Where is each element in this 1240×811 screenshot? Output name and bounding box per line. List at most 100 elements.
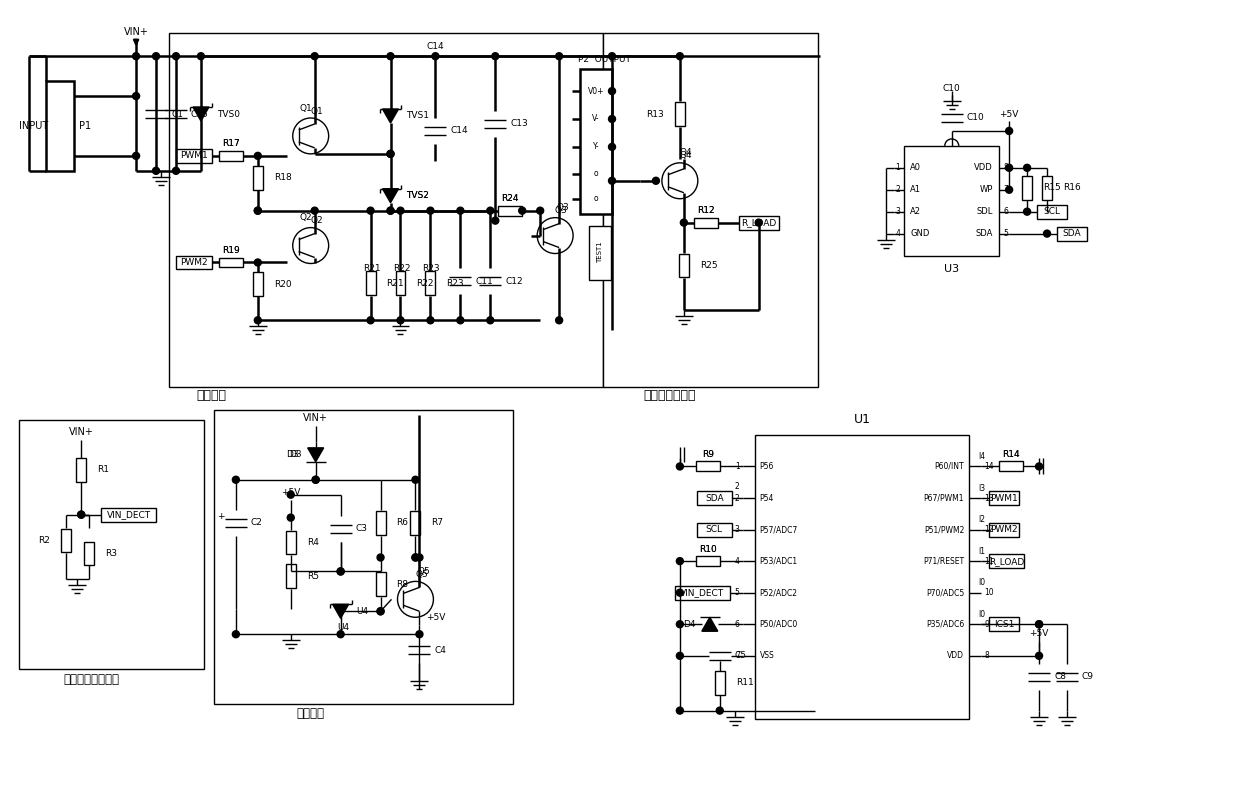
Text: Q4: Q4 <box>680 148 692 157</box>
Circle shape <box>337 631 345 637</box>
Text: R16: R16 <box>1063 183 1081 192</box>
Bar <box>697 491 732 505</box>
Text: 2: 2 <box>735 482 740 491</box>
Text: +: + <box>217 512 224 521</box>
Text: 12: 12 <box>985 525 993 534</box>
Circle shape <box>232 631 239 637</box>
Polygon shape <box>193 107 208 121</box>
Circle shape <box>609 144 615 150</box>
Text: o: o <box>594 169 599 178</box>
Circle shape <box>311 53 319 60</box>
Bar <box>580 69 613 213</box>
Text: Q4: Q4 <box>680 152 692 161</box>
Text: 3: 3 <box>735 525 740 534</box>
Circle shape <box>609 178 615 184</box>
Bar <box>61 529 71 552</box>
Text: P56: P56 <box>760 462 774 471</box>
Text: VIN_DECT: VIN_DECT <box>107 510 151 519</box>
Circle shape <box>172 53 180 60</box>
Text: 14: 14 <box>985 462 993 471</box>
Text: VIN+: VIN+ <box>68 427 94 437</box>
Circle shape <box>254 259 262 266</box>
Text: 1: 1 <box>895 163 900 172</box>
Text: 供电单元: 供电单元 <box>296 707 325 720</box>
Circle shape <box>367 317 374 324</box>
Circle shape <box>415 554 423 561</box>
Text: 2: 2 <box>895 185 900 195</box>
Bar <box>696 461 719 471</box>
Text: 2: 2 <box>735 494 740 503</box>
Text: I2: I2 <box>978 515 986 524</box>
Text: R12: R12 <box>697 206 714 215</box>
Text: Q1: Q1 <box>310 106 324 115</box>
Bar <box>376 573 386 596</box>
Text: R2: R2 <box>38 536 51 545</box>
Text: R7: R7 <box>432 518 444 527</box>
Circle shape <box>153 167 160 174</box>
Text: C15: C15 <box>191 109 208 118</box>
Text: C8: C8 <box>1054 672 1066 681</box>
Text: Q5: Q5 <box>415 570 428 579</box>
Circle shape <box>288 491 294 498</box>
Text: I3: I3 <box>978 483 986 492</box>
Text: I1: I1 <box>978 547 986 556</box>
Bar <box>215 410 513 704</box>
Circle shape <box>676 558 683 564</box>
Text: U3: U3 <box>944 264 960 274</box>
Text: SDA: SDA <box>1063 229 1081 238</box>
Text: TVS0: TVS0 <box>217 109 239 118</box>
Circle shape <box>415 631 423 637</box>
Text: 7: 7 <box>735 651 740 660</box>
Text: R21: R21 <box>363 264 381 273</box>
Circle shape <box>1044 230 1050 237</box>
Text: SDL: SDL <box>977 207 993 217</box>
Text: R24: R24 <box>501 194 520 204</box>
Circle shape <box>556 317 563 324</box>
Circle shape <box>254 207 262 214</box>
Text: +5V: +5V <box>999 109 1019 118</box>
Bar <box>102 508 156 521</box>
Text: R21: R21 <box>387 279 404 288</box>
Circle shape <box>609 115 615 122</box>
Circle shape <box>254 317 262 324</box>
Bar <box>46 81 74 171</box>
Text: P1: P1 <box>79 121 92 131</box>
Text: Y-: Y- <box>593 143 599 152</box>
Circle shape <box>427 207 434 214</box>
Text: TEST1: TEST1 <box>596 242 603 264</box>
Text: 假负载控制单元: 假负载控制单元 <box>644 388 696 401</box>
Text: 5: 5 <box>735 588 740 597</box>
Bar <box>498 206 522 216</box>
Bar <box>904 146 999 255</box>
Text: 输出单元: 输出单元 <box>196 388 226 401</box>
Text: SDA: SDA <box>976 229 993 238</box>
Text: R6: R6 <box>397 518 408 527</box>
Text: +5V: +5V <box>425 613 445 622</box>
Text: P60/INT: P60/INT <box>935 462 965 471</box>
Text: R11: R11 <box>735 678 754 687</box>
Text: R19: R19 <box>222 246 239 255</box>
Text: C1: C1 <box>171 109 184 118</box>
Text: R10: R10 <box>699 545 717 554</box>
Text: 10: 10 <box>985 588 993 597</box>
Circle shape <box>717 707 723 714</box>
Polygon shape <box>308 448 324 461</box>
Circle shape <box>456 207 464 214</box>
Circle shape <box>1006 187 1013 193</box>
Text: PWM1: PWM1 <box>991 494 1018 503</box>
Text: I0: I0 <box>978 578 986 587</box>
Text: 9: 9 <box>985 620 990 629</box>
Bar <box>694 217 718 228</box>
Circle shape <box>1023 165 1030 171</box>
Circle shape <box>377 554 384 561</box>
Bar <box>990 617 1019 631</box>
Text: R18: R18 <box>274 174 291 182</box>
Bar <box>410 511 420 534</box>
Circle shape <box>1035 620 1043 628</box>
Text: ICS1: ICS1 <box>994 620 1014 629</box>
Text: Q2: Q2 <box>310 217 322 225</box>
Text: R17: R17 <box>222 139 239 148</box>
Circle shape <box>609 88 615 95</box>
Text: C14: C14 <box>427 41 444 51</box>
Bar <box>84 542 94 565</box>
